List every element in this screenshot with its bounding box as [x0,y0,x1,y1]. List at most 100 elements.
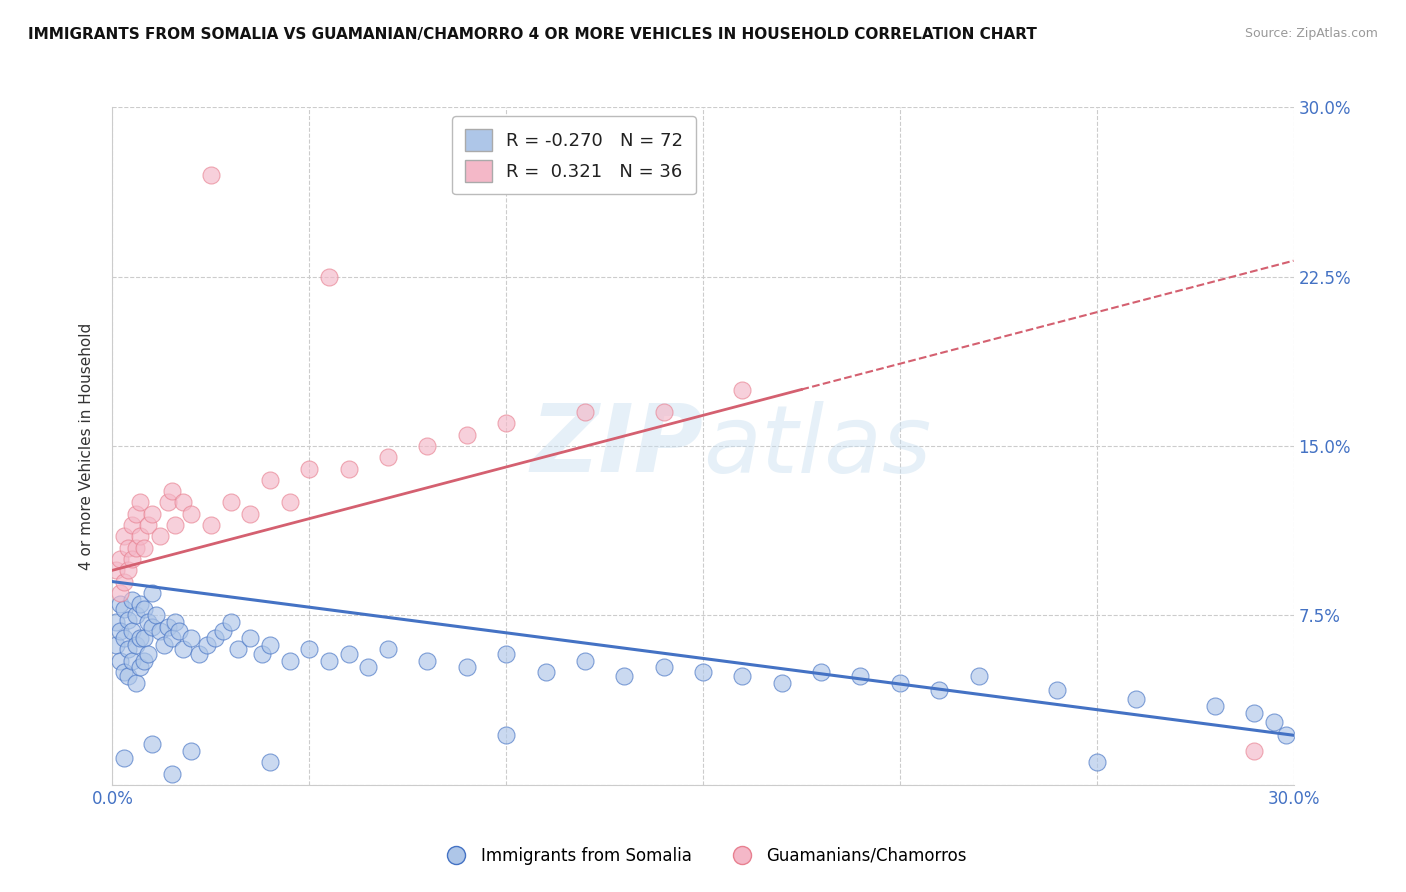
Point [117,541,139,555]
Point [416,439,439,453]
Point [121,654,143,668]
Point [318,654,340,668]
Point [117,563,139,577]
Point [156,495,179,509]
Point [129,495,152,509]
Point [172,495,194,509]
Point [125,676,148,690]
Point [337,461,360,475]
Point [259,756,281,770]
Point [180,744,202,758]
Point [613,669,636,683]
Point [117,669,139,683]
Point [318,269,340,284]
Point [1204,698,1226,713]
Point [416,654,439,668]
Point [129,529,152,543]
Point [574,405,596,419]
Point [278,495,301,509]
Point [298,642,321,657]
Point [219,615,242,630]
Point [117,613,139,627]
Point [125,608,148,623]
Point [377,450,399,465]
Point [132,541,155,555]
Point [1085,756,1108,770]
Point [110,624,132,639]
Y-axis label: 4 or more Vehicles in Household: 4 or more Vehicles in Household [79,322,94,570]
Point [337,647,360,661]
Point [692,665,714,679]
Point [200,168,222,182]
Point [1274,728,1296,742]
Point [117,642,139,657]
Point [928,683,950,698]
Point [112,631,135,645]
Point [1243,744,1265,758]
Point [211,624,233,639]
Point [160,631,183,645]
Point [495,417,517,431]
Point [105,615,128,630]
Point [195,638,218,652]
Point [112,751,135,765]
Point [112,574,135,589]
Legend: Immigrants from Somalia, Guamanians/Chamorros: Immigrants from Somalia, Guamanians/Cham… [432,840,974,871]
Point [136,647,159,661]
Point [188,647,211,661]
Point [121,592,143,607]
Point [1243,706,1265,720]
Point [278,654,301,668]
Point [125,638,148,652]
Point [160,484,183,499]
Point [129,631,152,645]
Point [219,495,242,509]
Point [652,405,675,419]
Point [456,660,478,674]
Point [121,518,143,533]
Point [149,529,172,543]
Point [810,665,832,679]
Point [125,541,148,555]
Point [849,669,872,683]
Point [112,529,135,543]
Point [136,518,159,533]
Point [110,654,132,668]
Point [967,669,990,683]
Point [112,665,135,679]
Point [110,586,132,600]
Point [1125,692,1147,706]
Point [141,507,163,521]
Point [141,620,163,634]
Point [377,642,399,657]
Point [132,601,155,615]
Text: ZIP: ZIP [530,400,703,492]
Point [169,624,191,639]
Point [129,660,152,674]
Point [239,631,262,645]
Point [121,624,143,639]
Point [145,608,167,623]
Point [200,518,222,533]
Point [172,642,194,657]
Text: atlas: atlas [703,401,931,491]
Point [125,507,148,521]
Point [239,507,262,521]
Point [160,766,183,780]
Point [112,601,135,615]
Point [180,631,202,645]
Point [357,660,380,674]
Point [132,654,155,668]
Point [149,624,172,639]
Point [152,638,174,652]
Point [136,615,159,630]
Text: IMMIGRANTS FROM SOMALIA VS GUAMANIAN/CHAMORRO 4 OR MORE VEHICLES IN HOUSEHOLD CO: IMMIGRANTS FROM SOMALIA VS GUAMANIAN/CHA… [28,27,1038,42]
Point [156,620,179,634]
Point [731,669,754,683]
Point [141,586,163,600]
Point [105,638,128,652]
Point [129,597,152,611]
Point [1046,683,1069,698]
Point [259,638,281,652]
Point [1263,714,1285,729]
